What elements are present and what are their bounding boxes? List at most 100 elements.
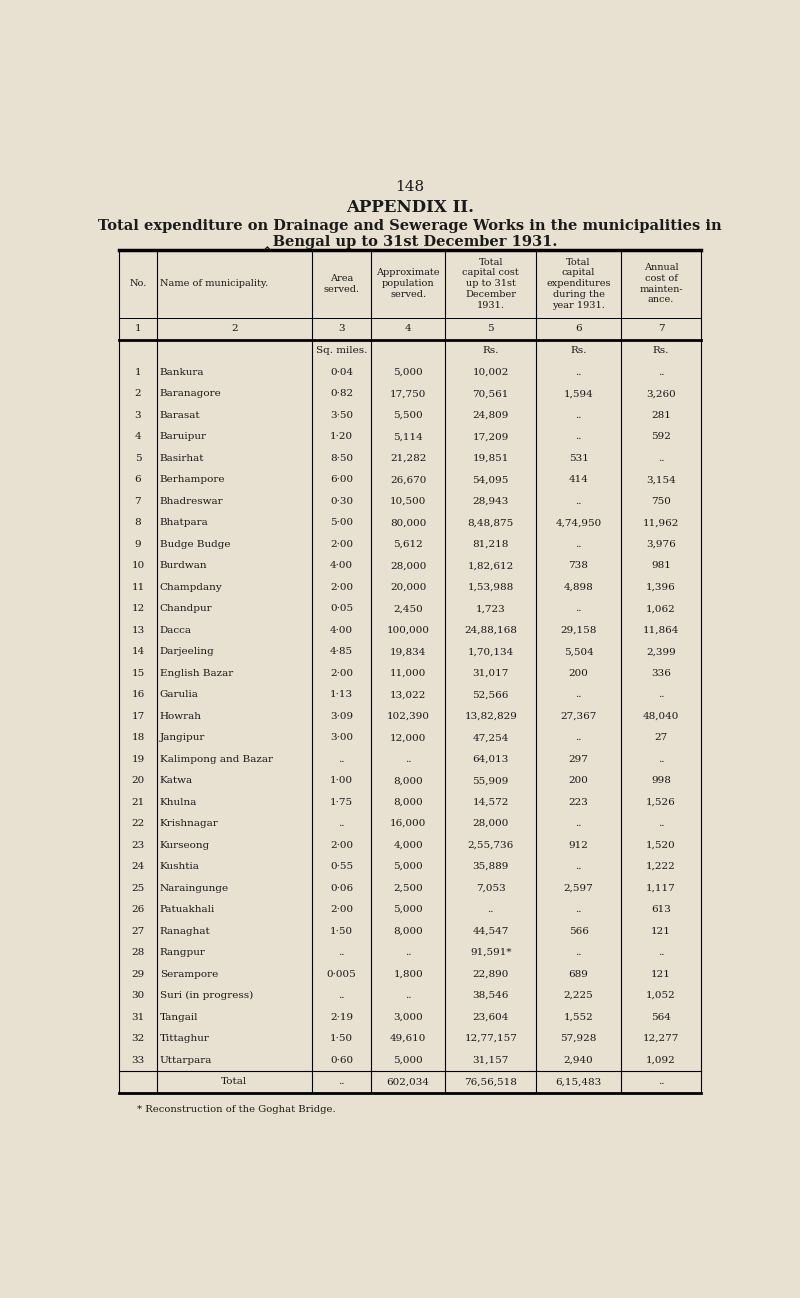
Text: 11,864: 11,864 bbox=[643, 626, 679, 635]
Text: 21,282: 21,282 bbox=[390, 454, 426, 463]
Text: 148: 148 bbox=[395, 179, 425, 193]
Text: 30: 30 bbox=[131, 992, 145, 999]
Text: 3: 3 bbox=[134, 411, 142, 419]
Text: 12: 12 bbox=[131, 605, 145, 613]
Text: 121: 121 bbox=[651, 927, 671, 936]
Text: 23,604: 23,604 bbox=[473, 1012, 509, 1022]
Text: ..: .. bbox=[575, 411, 582, 419]
Text: Baranagore: Baranagore bbox=[160, 389, 222, 398]
Text: 12,000: 12,000 bbox=[390, 733, 426, 742]
Text: ..: .. bbox=[575, 432, 582, 441]
Text: 3: 3 bbox=[338, 324, 345, 334]
Text: ..: .. bbox=[575, 497, 582, 506]
Text: 564: 564 bbox=[651, 1012, 671, 1022]
Text: 2·00: 2·00 bbox=[330, 668, 353, 678]
Text: 1,53,988: 1,53,988 bbox=[468, 583, 514, 592]
Text: 70,561: 70,561 bbox=[473, 389, 509, 398]
Text: 24,809: 24,809 bbox=[473, 411, 509, 419]
Text: 17,750: 17,750 bbox=[390, 389, 426, 398]
Text: 7: 7 bbox=[134, 497, 142, 506]
Text: 750: 750 bbox=[651, 497, 671, 506]
Text: Tittaghur: Tittaghur bbox=[160, 1035, 210, 1044]
Text: 11,962: 11,962 bbox=[643, 518, 679, 527]
Text: 7: 7 bbox=[658, 324, 664, 334]
Text: ..: .. bbox=[338, 754, 345, 763]
Text: Burdwan: Burdwan bbox=[160, 561, 207, 570]
Text: 33: 33 bbox=[131, 1055, 145, 1064]
Text: Khulna: Khulna bbox=[160, 798, 197, 806]
Text: 10,500: 10,500 bbox=[390, 497, 426, 506]
Text: 48,040: 48,040 bbox=[643, 711, 679, 720]
Text: 18: 18 bbox=[131, 733, 145, 742]
Text: 4,898: 4,898 bbox=[564, 583, 594, 592]
Text: Approximate
population
served.: Approximate population served. bbox=[377, 269, 440, 299]
Text: 1,520: 1,520 bbox=[646, 841, 676, 850]
Text: 2·00: 2·00 bbox=[330, 905, 353, 914]
Text: 1·50: 1·50 bbox=[330, 1035, 353, 1044]
Text: 5,000: 5,000 bbox=[394, 367, 423, 376]
Text: Chandpur: Chandpur bbox=[160, 605, 212, 613]
Text: ..: .. bbox=[575, 948, 582, 957]
Text: 13,022: 13,022 bbox=[390, 691, 426, 700]
Text: Kurseong: Kurseong bbox=[160, 841, 210, 850]
Text: 10,002: 10,002 bbox=[473, 367, 509, 376]
Text: ..: .. bbox=[575, 691, 582, 700]
Text: 1,70,134: 1,70,134 bbox=[468, 648, 514, 657]
Text: 981: 981 bbox=[651, 561, 671, 570]
Text: 28,000: 28,000 bbox=[390, 561, 426, 570]
Text: Uttarpara: Uttarpara bbox=[160, 1055, 212, 1064]
Text: 13: 13 bbox=[131, 626, 145, 635]
Text: 9: 9 bbox=[134, 540, 142, 549]
Text: 1: 1 bbox=[134, 367, 142, 376]
Text: 3·09: 3·09 bbox=[330, 711, 353, 720]
Text: 592: 592 bbox=[651, 432, 671, 441]
Text: 5,500: 5,500 bbox=[394, 411, 423, 419]
Text: ..: .. bbox=[575, 540, 582, 549]
Text: 0·04: 0·04 bbox=[330, 367, 353, 376]
Text: 5,114: 5,114 bbox=[394, 432, 423, 441]
Text: Garulia: Garulia bbox=[160, 691, 198, 700]
Text: 27: 27 bbox=[654, 733, 668, 742]
Text: 4·00: 4·00 bbox=[330, 561, 353, 570]
Text: 1,117: 1,117 bbox=[646, 884, 676, 893]
Text: 80,000: 80,000 bbox=[390, 518, 426, 527]
Text: Total
capital cost
up to 31st
December
1931.: Total capital cost up to 31st December 1… bbox=[462, 258, 519, 310]
Text: Total
capital
expenditures
during the
year 1931.: Total capital expenditures during the ye… bbox=[546, 258, 610, 310]
Text: 102,390: 102,390 bbox=[386, 711, 430, 720]
Text: APPENDIX II.: APPENDIX II. bbox=[346, 199, 474, 215]
Text: 5,612: 5,612 bbox=[394, 540, 423, 549]
Text: ..: .. bbox=[338, 819, 345, 828]
Text: 31,157: 31,157 bbox=[473, 1055, 509, 1064]
Text: 738: 738 bbox=[569, 561, 589, 570]
Text: 3,154: 3,154 bbox=[646, 475, 676, 484]
Text: 2: 2 bbox=[231, 324, 238, 334]
Text: 1·50: 1·50 bbox=[330, 927, 353, 936]
Text: Bankura: Bankura bbox=[160, 367, 204, 376]
Text: 121: 121 bbox=[651, 970, 671, 979]
Text: 0·06: 0·06 bbox=[330, 884, 353, 893]
Text: 10: 10 bbox=[131, 561, 145, 570]
Text: ..: .. bbox=[658, 754, 664, 763]
Text: ..: .. bbox=[658, 819, 664, 828]
Text: 4,74,950: 4,74,950 bbox=[555, 518, 602, 527]
Text: 2: 2 bbox=[134, 389, 142, 398]
Text: 76,56,518: 76,56,518 bbox=[464, 1077, 517, 1086]
Text: 2·00: 2·00 bbox=[330, 841, 353, 850]
Text: 100,000: 100,000 bbox=[386, 626, 430, 635]
Text: ..: .. bbox=[658, 454, 664, 463]
Text: 14: 14 bbox=[131, 648, 145, 657]
Text: 4: 4 bbox=[405, 324, 411, 334]
Text: 47,254: 47,254 bbox=[473, 733, 509, 742]
Text: 17,209: 17,209 bbox=[473, 432, 509, 441]
Text: 27: 27 bbox=[131, 927, 145, 936]
Text: Total: Total bbox=[222, 1077, 247, 1086]
Text: 55,909: 55,909 bbox=[473, 776, 509, 785]
Text: 0·30: 0·30 bbox=[330, 497, 353, 506]
Text: 2·19: 2·19 bbox=[330, 1012, 353, 1022]
Text: 28: 28 bbox=[131, 948, 145, 957]
Text: 613: 613 bbox=[651, 905, 671, 914]
Text: Dacca: Dacca bbox=[160, 626, 192, 635]
Text: 4: 4 bbox=[134, 432, 142, 441]
Text: 24,88,168: 24,88,168 bbox=[464, 626, 517, 635]
Text: 49,610: 49,610 bbox=[390, 1035, 426, 1044]
